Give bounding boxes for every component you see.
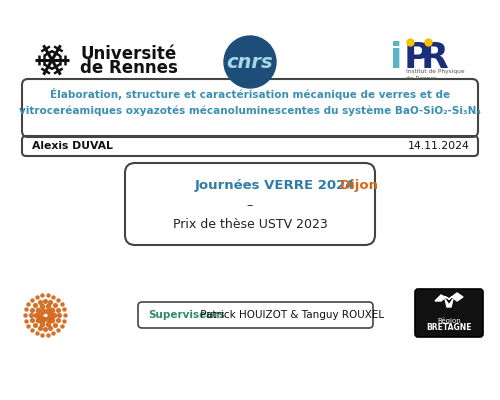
Text: Patrick HOUIZOT & Tanguy ROUXEL: Patrick HOUIZOT & Tanguy ROUXEL: [197, 310, 384, 320]
Text: Élaboration, structure et caractérisation mécanique de verres et de: Élaboration, structure et caractérisatio…: [50, 88, 450, 100]
Text: de Rennes: de Rennes: [406, 76, 437, 80]
Text: Superviseurs: Superviseurs: [148, 310, 225, 320]
Text: Alexis DUVAL: Alexis DUVAL: [32, 141, 113, 151]
Text: Région: Région: [437, 316, 461, 324]
Text: erc: erc: [35, 315, 55, 325]
Polygon shape: [435, 293, 463, 301]
Text: i: i: [390, 41, 402, 75]
Text: Dijon: Dijon: [340, 180, 379, 192]
Text: de Rennes: de Rennes: [80, 59, 178, 77]
Text: cnrs: cnrs: [226, 52, 274, 72]
Text: Journées VERRE 2024: Journées VERRE 2024: [195, 180, 360, 192]
Text: vitroceréamiques oxyazotés mécanoluminescentes du système BaO-SiO₂-Si₃N₄: vitroceréamiques oxyazotés mécanolumines…: [19, 106, 481, 116]
FancyBboxPatch shape: [415, 289, 483, 337]
Text: Institut de Physique: Institut de Physique: [406, 70, 464, 74]
Polygon shape: [445, 299, 453, 307]
Text: 14.11.2024: 14.11.2024: [408, 141, 470, 151]
Text: Université: Université: [80, 45, 176, 63]
Circle shape: [224, 36, 276, 88]
Text: Prix de thèse USTV 2023: Prix de thèse USTV 2023: [172, 218, 328, 230]
Text: P: P: [404, 41, 430, 75]
Text: –: –: [247, 200, 253, 212]
Text: R: R: [421, 41, 449, 75]
Text: BRETAGNE: BRETAGNE: [426, 322, 472, 332]
